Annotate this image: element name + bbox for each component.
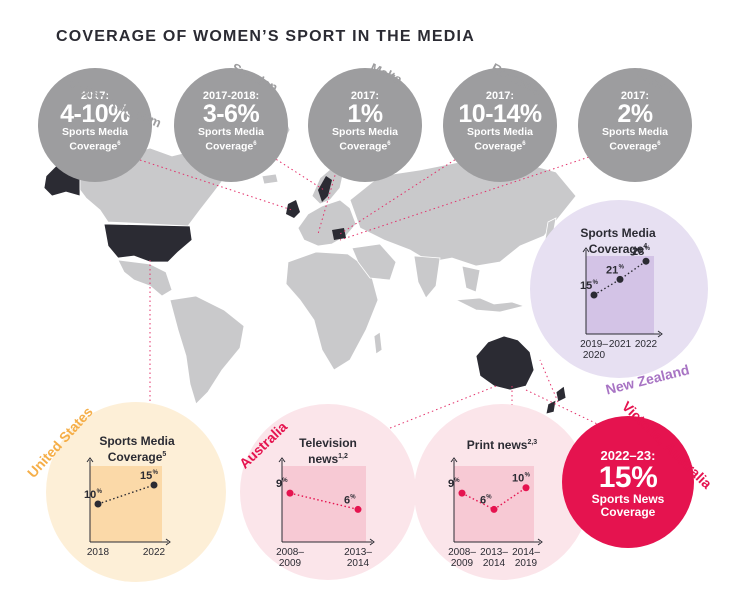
map-africa (285, 251, 379, 371)
map-australia (475, 335, 535, 391)
x-tick-label: 2021 (609, 339, 632, 350)
x-tick-label: 2008– (276, 547, 304, 558)
data-point (616, 275, 624, 283)
data-label-unit: % (593, 280, 599, 286)
x-tick-label: 2014 (347, 558, 370, 569)
bubble-greece: 2017: 2% Sports Media Coverage6 (578, 68, 692, 182)
data-point (590, 291, 598, 299)
data-label-unit: % (645, 246, 651, 252)
x-axis-arrow (657, 330, 663, 338)
chart-area-united_states (90, 466, 162, 542)
panel-title-australia-print: Print news2,3 (466, 438, 538, 452)
panel-title-new-zealand: Sports Media Coverage4 (580, 226, 656, 256)
data-label: 21 (606, 264, 618, 276)
data-label-unit: % (282, 478, 288, 484)
panel-title-united-states: Sports Media Coverage5 (99, 434, 175, 464)
data-point (522, 484, 530, 492)
x-axis-arrow (537, 538, 543, 546)
map-south-america (169, 295, 245, 405)
series-line-united_states (97, 484, 155, 505)
x-tick-label: 2019 (515, 558, 538, 569)
bubble-united-kingdom: 2017: 4-10% Sports Media Coverage6 (38, 68, 152, 182)
x-tick-label: 2008– (448, 547, 476, 558)
data-label-unit: % (97, 489, 103, 495)
data-label: 6 (480, 494, 486, 506)
bubble-sweden: 2017-2018: 3-6% Sports Media Coverage6 (174, 68, 288, 182)
data-point (354, 505, 362, 513)
x-axis-arrow (165, 538, 171, 546)
data-label-unit: % (350, 494, 356, 500)
data-label-unit: % (486, 494, 492, 500)
data-point (642, 257, 650, 265)
map-romania (332, 228, 346, 240)
y-axis-arrow (450, 457, 458, 463)
x-tick-label: 2013– (344, 547, 372, 558)
map-sweden (318, 176, 332, 202)
data-point (94, 500, 102, 508)
data-point (286, 489, 294, 497)
map-mexico (117, 259, 173, 297)
chart-area-australia_print (454, 466, 534, 542)
data-label: 28 (632, 246, 644, 258)
y-axis-arrow (582, 247, 590, 253)
data-point (490, 505, 498, 513)
x-tick-label: 2020 (583, 350, 606, 361)
data-label: 9 (448, 478, 454, 490)
x-tick-label: 2022 (143, 547, 166, 558)
x-tick-label: 2019– (580, 339, 608, 350)
page-title: COVERAGE OF WOMEN’S SPORT IN THE MEDIA (56, 28, 475, 45)
bubble-malta: 2017: 1% Sports Media Coverage6 (308, 68, 422, 182)
data-label: 10 (512, 473, 524, 485)
data-label: 15 (140, 470, 152, 482)
x-tick-label: 2014– (512, 547, 540, 558)
chart-area-australia_tv (282, 466, 366, 542)
x-tick-label: 2022 (635, 339, 658, 350)
data-label: 15 (580, 280, 592, 292)
data-label-unit: % (525, 473, 531, 479)
data-label: 6 (344, 494, 350, 506)
x-tick-label: 2009 (451, 558, 474, 569)
data-label-unit: % (454, 478, 460, 484)
y-axis-arrow (86, 457, 94, 463)
x-tick-label: 2009 (279, 558, 302, 569)
bubble-romania: 2017: 10-14% Sports Media Coverage6 (443, 68, 557, 182)
data-label-unit: % (153, 470, 159, 476)
data-label: 9 (276, 478, 282, 490)
data-point (150, 481, 158, 489)
y-axis-arrow (278, 457, 286, 463)
x-tick-label: 2018 (87, 547, 110, 558)
bubble-victoria: 2022–23: 15% Sports News Coverage (562, 416, 694, 548)
x-tick-label: 2013– (480, 547, 508, 558)
map-usa (103, 223, 193, 263)
map-uk (286, 200, 300, 218)
panel-title-australia-tv: Television news1,2 (299, 436, 357, 466)
data-point (458, 489, 466, 497)
x-tick-label: 2014 (483, 558, 506, 569)
map-new-zealand (545, 385, 567, 415)
x-axis-arrow (369, 538, 375, 546)
data-label: 10 (84, 489, 96, 501)
data-label-unit: % (619, 264, 625, 270)
